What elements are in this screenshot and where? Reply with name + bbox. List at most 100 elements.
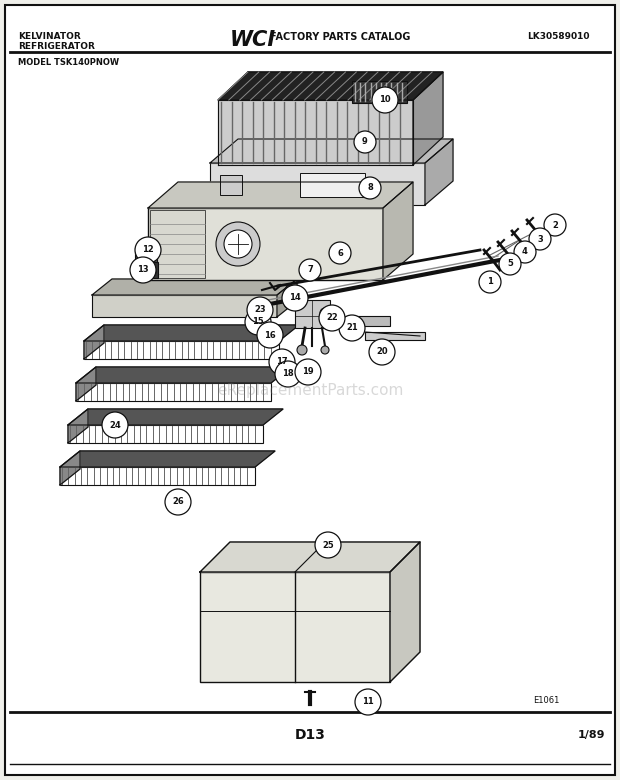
Bar [200,572,390,682]
Polygon shape [425,139,453,205]
Bar [84,341,279,359]
Polygon shape [92,279,297,295]
Bar [345,316,390,326]
Text: E1061: E1061 [534,696,560,705]
Circle shape [299,259,321,281]
Text: 9: 9 [362,137,368,147]
Text: WCI: WCI [230,30,276,50]
Text: 7: 7 [307,265,313,275]
Bar [68,425,263,443]
Bar [300,173,365,197]
Bar [135,248,157,262]
Circle shape [247,297,273,323]
Text: 5: 5 [507,260,513,268]
Text: 14: 14 [289,293,301,303]
Bar [295,300,330,328]
Text: 4: 4 [522,247,528,257]
Circle shape [359,177,381,199]
Polygon shape [84,325,299,341]
Circle shape [257,322,283,348]
Bar [92,295,277,317]
Circle shape [102,412,128,438]
Circle shape [224,230,252,258]
Polygon shape [200,542,420,572]
Circle shape [369,339,395,365]
Text: FACTORY PARTS CATALOG: FACTORY PARTS CATALOG [270,32,410,42]
Polygon shape [148,182,413,208]
Text: 18: 18 [282,370,294,378]
Bar [220,175,242,195]
Circle shape [165,489,191,515]
Text: 6: 6 [337,249,343,257]
Circle shape [372,87,398,113]
Text: eReplacementParts.com: eReplacementParts.com [217,382,403,398]
Text: 17: 17 [276,357,288,367]
Bar [210,163,425,205]
Bar [148,208,383,280]
Bar [76,383,271,401]
Circle shape [544,214,566,236]
Text: 24: 24 [109,420,121,430]
Text: 19: 19 [302,367,314,377]
Text: 11: 11 [362,697,374,707]
Circle shape [319,305,345,331]
Circle shape [529,228,551,250]
Text: D13: D13 [294,728,326,742]
Text: 26: 26 [172,498,184,506]
Circle shape [216,222,260,266]
Bar [133,262,158,278]
Circle shape [499,253,521,275]
Text: 8: 8 [367,183,373,193]
Circle shape [286,285,292,291]
Text: 16: 16 [264,331,276,339]
Text: 12: 12 [142,246,154,254]
Text: 22: 22 [326,314,338,322]
Text: LK30589010: LK30589010 [528,32,590,41]
Circle shape [282,285,308,311]
Circle shape [295,359,321,385]
Polygon shape [84,325,104,359]
Circle shape [315,532,341,558]
Circle shape [479,271,501,293]
Circle shape [339,315,365,341]
Polygon shape [76,367,291,383]
Text: MODEL TSK140PNOW: MODEL TSK140PNOW [18,58,119,67]
Circle shape [135,237,161,263]
Circle shape [329,242,351,264]
Text: 25: 25 [322,541,334,549]
Text: 2: 2 [552,221,558,229]
Bar [365,332,425,340]
Circle shape [148,268,156,276]
Bar [352,81,407,103]
Text: 23: 23 [254,306,266,314]
Text: 13: 13 [137,265,149,275]
Circle shape [514,241,536,263]
Polygon shape [76,367,96,401]
Circle shape [275,361,301,387]
Polygon shape [210,139,453,163]
Circle shape [130,257,156,283]
Circle shape [297,345,307,355]
Polygon shape [68,409,88,443]
Polygon shape [68,409,283,425]
Polygon shape [218,72,443,100]
Polygon shape [60,451,275,467]
Circle shape [269,349,295,375]
Bar [60,467,255,485]
Text: 10: 10 [379,95,391,105]
Polygon shape [413,72,443,165]
Circle shape [321,346,329,354]
Text: 21: 21 [346,324,358,332]
Circle shape [284,297,296,309]
Polygon shape [277,279,297,317]
Text: 1/89: 1/89 [577,730,605,740]
Polygon shape [390,542,420,682]
Text: 15: 15 [252,317,264,327]
Circle shape [135,270,145,280]
Polygon shape [383,182,413,280]
Circle shape [355,689,381,715]
Text: REFRIGERATOR: REFRIGERATOR [18,42,95,51]
Text: KELVINATOR: KELVINATOR [18,32,81,41]
Text: 20: 20 [376,348,388,356]
Circle shape [354,131,376,153]
